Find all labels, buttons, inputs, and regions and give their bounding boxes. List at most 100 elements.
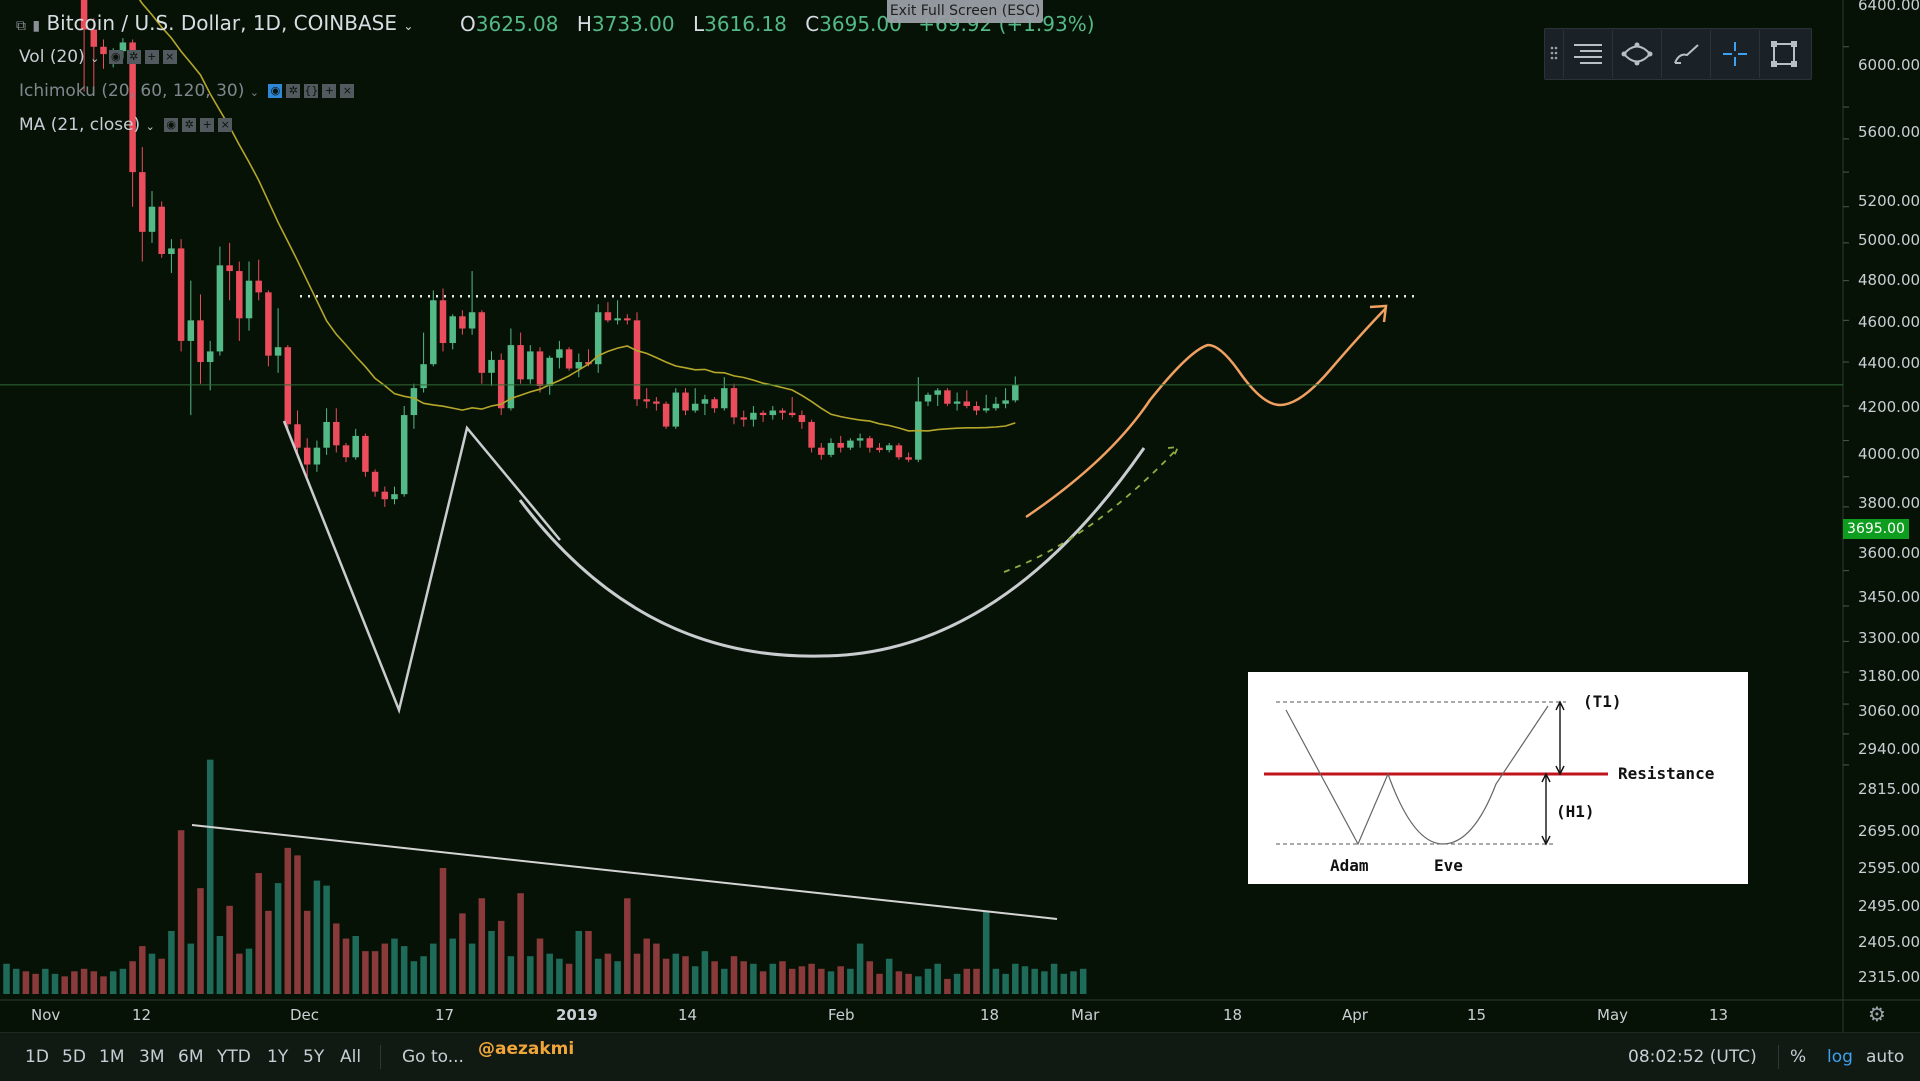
volume-bar — [769, 963, 777, 994]
range-all[interactable]: All — [340, 1047, 362, 1067]
utc-clock[interactable]: 08:02:52 (UTC) — [1628, 1047, 1757, 1067]
gear-icon[interactable]: ✲ — [286, 84, 301, 98]
price-tick: 3600.00 — [1858, 544, 1920, 562]
candle-body — [885, 445, 893, 451]
candle-body — [682, 392, 689, 411]
volume-bar — [236, 953, 243, 994]
close-icon[interactable]: × — [218, 118, 233, 132]
candle-body — [187, 320, 195, 341]
candle-body — [468, 312, 476, 329]
range-1m[interactable]: 1M — [99, 1047, 125, 1067]
goto-button[interactable]: Go to... — [402, 1047, 464, 1067]
candle-body — [323, 421, 330, 448]
candle-body — [934, 390, 941, 395]
volume-bar — [624, 898, 631, 994]
time-tick: Apr — [1342, 1006, 1368, 1024]
candle-body — [788, 412, 796, 416]
range-6m[interactable]: 6M — [178, 1047, 204, 1067]
candle-body — [973, 405, 980, 411]
eye-icon[interactable]: ◉ — [164, 118, 179, 132]
price-tick: 3300.00 — [1858, 629, 1920, 647]
range-5y[interactable]: 5Y — [303, 1047, 325, 1067]
grip-icon[interactable] — [1545, 30, 1563, 78]
close-icon[interactable]: × — [162, 50, 177, 64]
volume-bar — [1002, 973, 1009, 994]
price-tick: 2815.00 — [1858, 780, 1920, 798]
percent-toggle[interactable]: % — [1790, 1047, 1807, 1067]
range-5d[interactable]: 5D — [62, 1047, 86, 1067]
volume-bar — [837, 966, 844, 994]
indicator-ma[interactable]: MA (21, close) ⌄ ◉ ✲ + × — [19, 115, 233, 135]
volume-bar — [497, 920, 505, 994]
brush-icon[interactable] — [1661, 30, 1710, 78]
auto-toggle[interactable]: auto — [1866, 1047, 1905, 1067]
eye-icon[interactable]: ◉ — [108, 50, 123, 64]
volume-bar — [866, 961, 874, 994]
plus-icon[interactable]: + — [144, 50, 159, 64]
candle-body — [769, 410, 777, 416]
open-label: O — [460, 12, 476, 36]
volume-bar — [61, 976, 68, 994]
range-3m[interactable]: 3M — [139, 1047, 165, 1067]
exit-fullscreen-tooltip[interactable]: Exit Full Screen (ESC) — [887, 0, 1043, 23]
plus-icon[interactable]: + — [200, 118, 215, 132]
range-1d[interactable]: 1D — [25, 1047, 49, 1067]
candle-body — [614, 318, 621, 321]
candle-body — [847, 440, 854, 448]
gear-icon[interactable]: ✲ — [182, 118, 197, 132]
indicator-label: Ichimoku (20, 60, 120, 30) — [19, 81, 245, 101]
indicator-ichimoku[interactable]: Ichimoku (20, 60, 120, 30) ⌄ ◉ ✲{} + × — [19, 81, 355, 101]
gear-icon[interactable]: ✲ — [126, 50, 141, 64]
close-icon[interactable]: × — [340, 84, 355, 98]
settings-gear-icon[interactable]: ⚙ — [1868, 1002, 1886, 1026]
braces-icon[interactable]: {} — [304, 84, 319, 98]
symbol-header[interactable]: ⧉ ▮ Bitcoin / U.S. Dollar, 1D, COINBASE … — [16, 11, 413, 35]
compare-icon[interactable]: ⧉ — [16, 18, 26, 34]
candle-body — [1002, 400, 1009, 404]
chevron-down-icon[interactable]: ⌄ — [403, 19, 414, 33]
range-ytd[interactable]: YTD — [217, 1047, 251, 1067]
candle-body — [711, 399, 718, 409]
candle-body — [624, 318, 631, 321]
candle-body — [303, 447, 311, 465]
rectangle-select-icon[interactable] — [1759, 30, 1808, 78]
candle-body — [497, 359, 505, 409]
price-tick: 6000.00 — [1858, 56, 1920, 74]
volume-bar — [333, 923, 340, 994]
range-1y[interactable]: 1Y — [267, 1047, 289, 1067]
symbol-title: Bitcoin / U.S. Dollar, 1D, COINBASE — [46, 11, 397, 35]
h1-arrowheads — [1541, 772, 1551, 846]
volume-bar — [507, 956, 515, 994]
chevron-down-icon[interactable]: ⌄ — [90, 52, 100, 65]
shapes-icon[interactable] — [1612, 30, 1661, 78]
volume-bar — [488, 931, 495, 994]
lines-icon[interactable] — [1563, 30, 1612, 78]
volume-bar — [885, 958, 893, 994]
volume-bar — [701, 951, 709, 994]
volume-bar — [798, 966, 806, 994]
volume-bar — [352, 936, 359, 994]
chevron-down-icon[interactable]: ⌄ — [145, 120, 155, 133]
candle-body — [779, 410, 786, 413]
volume-bar — [682, 956, 689, 994]
volume-bar — [1070, 971, 1077, 994]
crosshair-icon[interactable] — [1710, 30, 1759, 78]
volume-bar — [362, 951, 369, 994]
volume-bar — [934, 963, 941, 994]
indicator-label: Vol (20) — [19, 47, 85, 67]
volume-bar — [139, 946, 146, 994]
eye-off-icon[interactable]: ◉ — [268, 84, 283, 98]
indicator-volume[interactable]: Vol (20) ⌄ ◉ ✲ + × — [19, 47, 177, 67]
volume-bar — [527, 956, 534, 994]
log-toggle[interactable]: log — [1827, 1047, 1853, 1067]
volume-bar — [721, 968, 728, 994]
volume-bar — [265, 910, 272, 994]
volume-bar — [973, 968, 980, 994]
price-tick: 2315.00 — [1858, 968, 1920, 986]
price-tick: 5200.00 — [1858, 192, 1920, 210]
price-tick: 2595.00 — [1858, 859, 1920, 877]
chevron-down-icon[interactable]: ⌄ — [249, 86, 259, 99]
plus-icon[interactable]: + — [322, 84, 337, 98]
